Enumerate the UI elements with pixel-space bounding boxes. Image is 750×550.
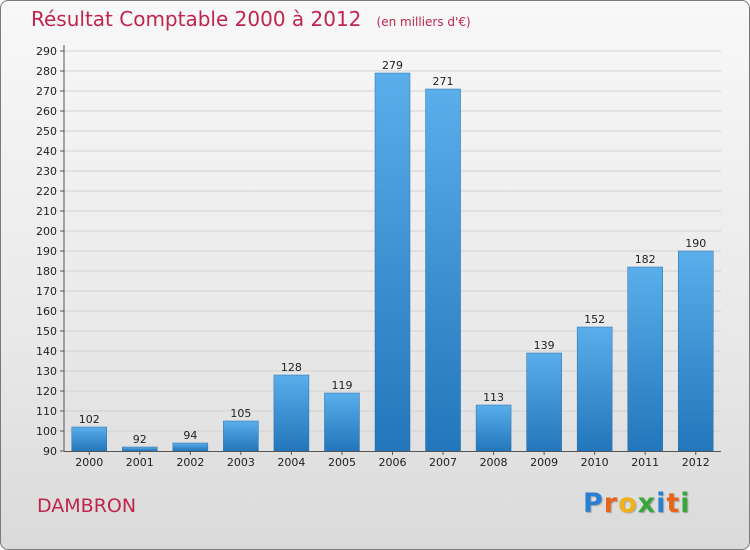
value-label: 92 [133,433,147,446]
bar-2004 [273,374,310,452]
x-tick-label: 2004 [277,456,305,469]
proxiti-logo: Proxiti [583,488,691,519]
bars [71,72,714,452]
bar-2001 [122,446,158,452]
x-tick-labels: 2000 2001 2002 2003 2004 2005 2006 2007 2008 2009… [75,456,709,469]
y-tick-label: 230 [36,165,57,178]
y-tick-label: 250 [36,125,57,138]
y-tick-label: 280 [36,65,57,78]
y-tick-label: 200 [36,225,57,238]
value-label: 105 [230,407,251,420]
logo-letter: P [583,488,604,519]
x-tick-label: 2001 [126,456,154,469]
y-tick-labels: 90 100 110 120 130 140 150 160 170 180 190 200 210 22… [36,45,57,458]
bar-2003 [223,420,259,452]
y-tick-label: 260 [36,105,57,118]
commune-name: DAMBRON [37,495,137,517]
y-tick-label: 190 [36,245,57,258]
value-label: 182 [635,253,656,266]
x-tick-label: 2006 [379,456,407,469]
logo-letter: i [656,488,667,519]
bar-2011 [627,266,663,452]
value-label: 152 [584,313,605,326]
x-tick-label: 2002 [176,456,204,469]
title-row: Résultat Comptable 2000 à 2012 (en milli… [31,7,471,31]
y-tick-label: 240 [36,145,57,158]
x-tick-label: 2000 [75,456,103,469]
y-tick-label: 140 [36,345,57,358]
x-tick-label: 2007 [429,456,457,469]
bar-2010 [576,326,613,452]
value-label: 128 [281,361,302,374]
logo-letter: x [637,488,657,519]
logo-letter: r [603,488,619,519]
logo-letter: o [618,488,638,519]
y-tick-label: 270 [36,85,57,98]
y-tick-label: 90 [43,445,57,458]
y-tick-label: 100 [36,425,57,438]
y-tick-label: 210 [36,205,57,218]
bar-2008 [475,404,512,452]
x-tick-label: 2009 [530,456,558,469]
chart-subtitle: (en milliers d'€) [376,15,471,29]
x-tick-label: 2003 [227,456,255,469]
value-labels: 102 92 94 105 128 119 279 271 113 139 152 182 190 [79,59,706,446]
bar-2005 [324,392,360,452]
y-tick-label: 150 [36,325,57,338]
value-label: 113 [483,391,504,404]
value-label: 94 [183,429,197,442]
value-label: 139 [534,339,555,352]
y-tick-label: 170 [36,285,57,298]
value-label: 102 [79,413,100,426]
y-tick-label: 120 [36,385,57,398]
x-tick-label: 2008 [480,456,508,469]
x-tick-label: 2005 [328,456,356,469]
value-label: 271 [433,75,454,88]
bar-2006 [374,72,411,452]
y-tick-label: 160 [36,305,57,318]
y-tick-label: 130 [36,365,57,378]
value-label: 279 [382,59,403,72]
logo-letter: i [680,488,691,519]
bar-2007 [425,88,461,452]
y-tick-label: 290 [36,45,57,58]
x-tick-label: 2011 [631,456,659,469]
bar-2000 [71,426,108,452]
chart-title: Résultat Comptable 2000 à 2012 [31,7,362,31]
value-label: 190 [685,237,706,250]
y-tick-label: 110 [36,405,57,418]
y-tick-label: 180 [36,265,57,278]
y-tick-label: 220 [36,185,57,198]
value-label: 119 [331,379,352,392]
bar-2009 [526,352,562,452]
x-tick-label: 2010 [581,456,609,469]
logo-letter: t [666,488,681,519]
x-tick-label: 2012 [682,456,710,469]
bar-2012 [677,250,714,452]
axes [60,45,721,455]
bar-2002 [172,442,209,452]
